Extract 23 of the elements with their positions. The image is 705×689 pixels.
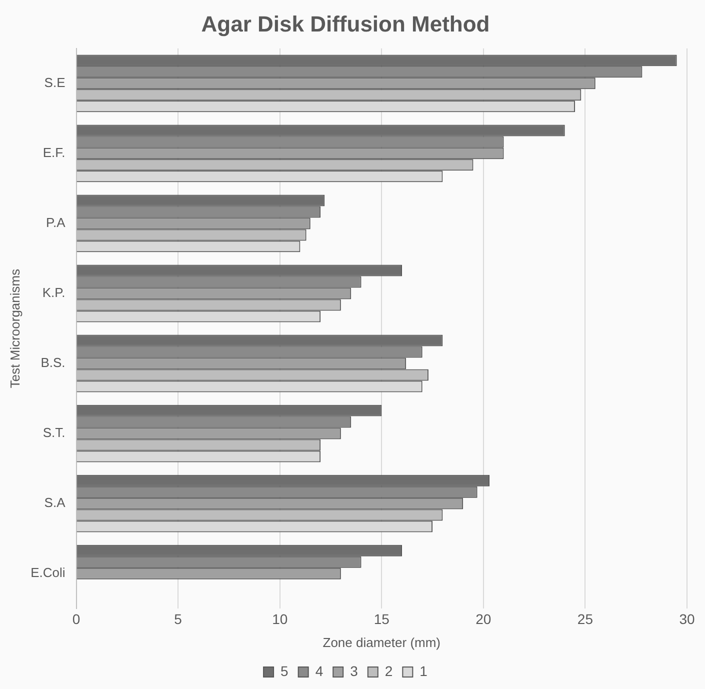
chart-title: Agar Disk Diffusion Method [201,11,490,36]
x-axis-title: Zone diameter (mm) [322,634,441,650]
x-tick-label: 30 [679,610,695,627]
legend-label: 5 [280,662,289,679]
y-axis-title: Test Microorganisms [7,268,22,388]
legend-label: 3 [350,662,358,679]
y-tick-label: P.A [46,215,66,230]
legend-label: 4 [315,662,324,679]
y-tick-label: S.T. [42,425,66,440]
y-tick-label: S.E [44,74,66,90]
x-tick-label: 5 [174,610,182,627]
legend-label: 1 [420,662,428,679]
y-tick-label: E.F. [42,145,66,160]
y-tick-label: E.Coli [30,565,66,580]
x-tick-label: 15 [374,610,390,627]
legend-label: 2 [384,662,393,679]
x-tick-label: 20 [476,610,492,627]
y-tick-label: S.A [44,495,66,510]
x-tick-label: 0 [72,610,80,627]
x-tick-label: 10 [272,610,288,627]
y-tick-label: K.P. [42,285,66,300]
y-tick-label: B.S. [40,355,66,370]
x-tick-label: 25 [577,610,594,627]
